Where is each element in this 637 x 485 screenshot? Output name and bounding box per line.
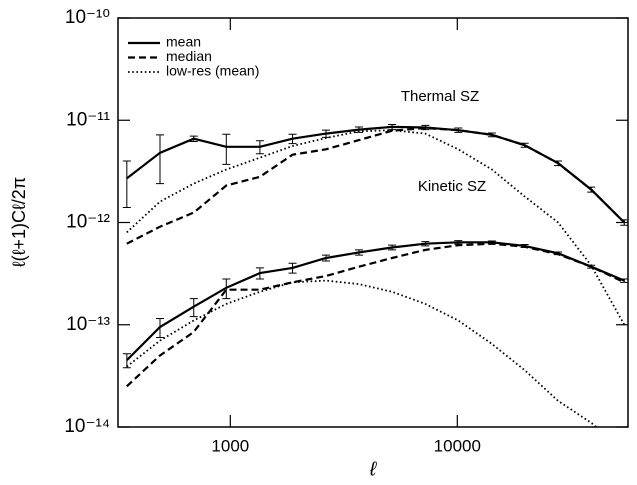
data-line [126, 129, 626, 326]
error-bar [421, 241, 430, 247]
error-bar [156, 134, 165, 185]
error-bar [222, 133, 231, 165]
error-bar [255, 140, 264, 155]
y-tick-label: 10⁻¹⁴ [64, 416, 110, 437]
y-axis-label: ℓ(ℓ+1)Cℓ/2π [9, 177, 29, 267]
y-tick-label: 10⁻¹³ [66, 314, 110, 335]
group-label: Kinetic SZ [418, 178, 486, 195]
group-label: Thermal SZ [401, 88, 479, 105]
legend-label: mean [166, 34, 201, 50]
y-tick-label: 10⁻¹⁰ [65, 7, 110, 28]
error-bar [122, 353, 131, 369]
error-bar [122, 160, 131, 209]
error-bar [322, 254, 331, 262]
error-bar [222, 278, 231, 300]
error-bar [421, 124, 430, 131]
error-bar [355, 249, 364, 256]
error-bar [620, 278, 628, 283]
legend-label: median [166, 48, 212, 64]
y-tick-label: 10⁻¹¹ [66, 109, 110, 130]
plot-area [122, 123, 628, 427]
data-line [126, 242, 625, 388]
data-line [126, 126, 626, 245]
error-bar [255, 267, 264, 280]
y-tick-label: 10⁻¹² [66, 212, 110, 233]
legend-label: low-res (mean) [166, 63, 259, 79]
error-bar [189, 135, 198, 142]
error-bar [189, 298, 198, 318]
error-bar [288, 262, 297, 274]
error-bar [388, 244, 397, 251]
data-line [126, 125, 626, 224]
data-line [126, 279, 598, 427]
plot-frame [117, 17, 629, 428]
error-bar [454, 127, 463, 133]
data-line [126, 241, 625, 361]
x-tick-label: 10000 [434, 436, 481, 455]
x-axis-label: ℓ [369, 458, 378, 480]
x-tick-label: 1000 [211, 436, 249, 455]
error-bar [156, 318, 165, 339]
error-bar [288, 133, 297, 145]
